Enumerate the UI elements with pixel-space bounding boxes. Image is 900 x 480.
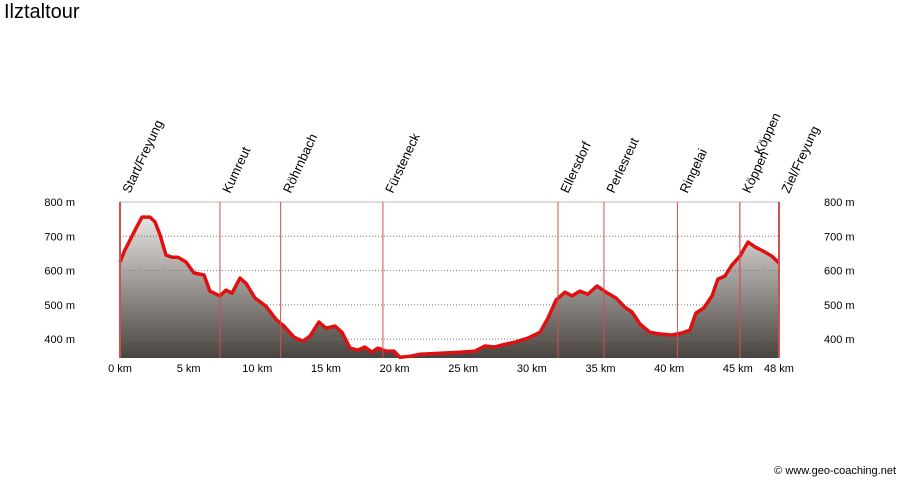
y-tick-label-right: 800 m [824,197,855,209]
waypoint-label: Ringelai [677,146,710,195]
x-tick-label: 40 km [654,363,684,375]
y-tick-label: 500 m [44,300,75,312]
y-tick-label-right: 600 m [824,266,855,278]
x-tick-label: 35 km [586,363,616,375]
y-tick-label: 700 m [44,231,75,243]
waypoint-label: Kumreut [219,144,254,195]
x-tick-label: 25 km [448,363,478,375]
y-tick-label: 600 m [44,266,75,278]
y-tick-label-right: 500 m [824,300,855,312]
copyright: © www.geo-coaching.net [774,465,896,477]
waypoint-label: Perlesreut [603,135,642,195]
x-tick-label: 0 km [108,363,132,375]
chart-title: Ilztaltour [4,1,80,23]
waypoint-label: Köppen [751,110,784,157]
x-tick-label: 5 km [177,363,201,375]
waypoint-label: Ellersdorf [557,139,594,195]
waypoint-label: Fürsteneck [382,130,423,195]
waypoint-label: Ziel/Freyung [778,123,822,195]
elevation-line [118,215,781,360]
waypoint-label: Röhrnbach [280,131,320,195]
x-tick-label: 30 km [517,363,547,375]
y-tick-label: 800 m [44,197,75,209]
waypoint-label: Köppen [739,148,772,195]
y-tick-label: 400 m [44,334,75,346]
waypoint-label: Start/Freyung [119,118,166,196]
y-tick-label-right: 700 m [824,231,855,243]
x-tick-label: 10 km [242,363,272,375]
x-tick-label: 48 km [764,363,794,375]
x-tick-label: 20 km [380,363,410,375]
y-tick-label-right: 400 m [824,334,855,346]
x-tick-label: 45 km [723,363,753,375]
x-tick-label: 15 km [311,363,341,375]
elevation-area [120,217,779,358]
